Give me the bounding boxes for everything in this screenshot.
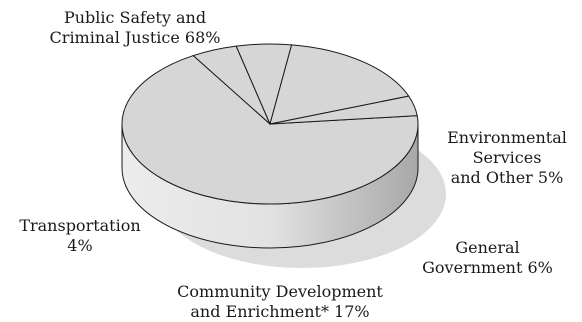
label-transportation: Transportation 4% [0, 216, 160, 256]
label-line: and Enrichment* 17% [190, 302, 370, 321]
label-line: Government 6% [422, 258, 553, 277]
label-line: General [455, 238, 520, 257]
label-line: and Other 5% [450, 168, 564, 187]
label-line: Criminal Justice 68% [49, 28, 221, 47]
label-line: Services [472, 148, 542, 167]
label-line: Environmental [447, 128, 567, 147]
label-line: 4% [67, 236, 93, 255]
label-line: Community Development [177, 282, 383, 301]
label-line: Public Safety and [63, 8, 207, 27]
pie-slice-3 [269, 44, 410, 125]
pie-slice-4 [269, 95, 418, 125]
label-line: Transportation [19, 216, 141, 235]
label-community-development: Community Development and Enrichment* 17… [120, 282, 440, 322]
label-public-safety: Public Safety and Criminal Justice 68% [0, 8, 270, 48]
label-environmental: Environmental Services and Other 5% [432, 128, 582, 188]
pie-slice-0 [121, 55, 419, 205]
label-general-government: General Government 6% [395, 238, 580, 278]
